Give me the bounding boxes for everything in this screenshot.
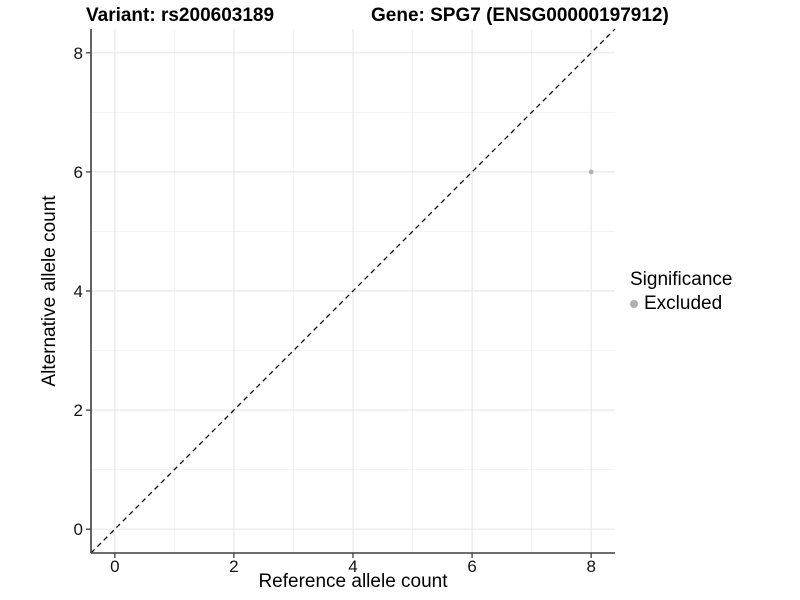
x-tick-label: 6 bbox=[467, 557, 476, 576]
y-tick-label: 2 bbox=[74, 401, 83, 420]
x-tick-label: 8 bbox=[586, 557, 595, 576]
data-point bbox=[588, 169, 594, 175]
identity-dashed-line bbox=[90, 28, 616, 554]
y-tick-label: 4 bbox=[74, 282, 83, 301]
y-axis-title: Alternative allele count bbox=[39, 195, 60, 387]
legend: Significance Excluded bbox=[630, 269, 732, 315]
x-tick-label: 4 bbox=[348, 557, 357, 576]
x-axis-title: Reference allele count bbox=[258, 571, 448, 592]
legend-title: Significance bbox=[630, 269, 733, 290]
x-tick-label: 0 bbox=[110, 557, 119, 576]
x-tick-label: 2 bbox=[229, 557, 238, 576]
legend-item-label: Excluded bbox=[644, 293, 723, 314]
y-tick-label: 0 bbox=[74, 520, 83, 539]
y-tick-label: 6 bbox=[74, 163, 83, 182]
y-tick-label: 8 bbox=[74, 44, 83, 63]
gene-title: Gene: SPG7 (ENSG00000197912) bbox=[371, 5, 669, 26]
legend-item-excluded: Excluded bbox=[630, 293, 732, 315]
legend-point-icon bbox=[630, 300, 638, 308]
variant-title: Variant: rs200603189 bbox=[86, 5, 275, 26]
